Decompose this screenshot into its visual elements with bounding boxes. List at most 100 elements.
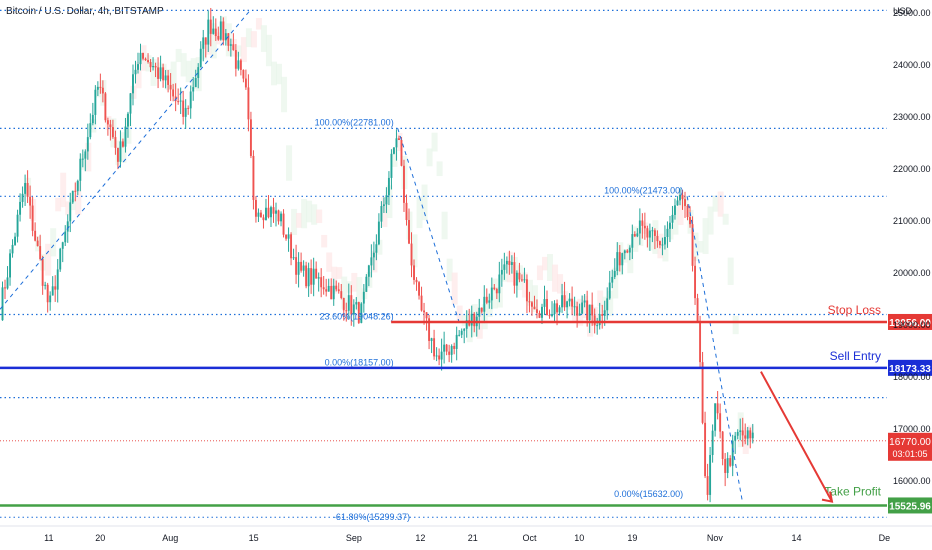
candle-body [132, 74, 134, 94]
candle-body [415, 279, 418, 283]
sell-arrow-head [821, 491, 834, 503]
candle-body [237, 60, 240, 69]
candle-body [11, 244, 14, 254]
candle-body [327, 285, 330, 292]
candle-body [14, 236, 17, 245]
candle-body [586, 300, 589, 321]
cloud-segment [175, 48, 182, 63]
cloud-segment [265, 34, 272, 67]
candle-body [262, 217, 265, 221]
x-tick-label: Nov [707, 533, 724, 543]
candle-body [528, 301, 531, 303]
cloud-segment [717, 191, 724, 217]
candle-body [199, 48, 202, 68]
cloud-segment [702, 218, 709, 254]
candle-body [741, 430, 744, 436]
cloud-segment [185, 60, 192, 83]
candle-body [94, 89, 97, 115]
candle-body [583, 300, 586, 303]
current-price-value: 16770.00 [889, 437, 931, 448]
candle-body [566, 301, 569, 308]
candle-body [295, 257, 298, 275]
candle-body [523, 279, 526, 281]
x-tick-label: 19 [627, 533, 637, 543]
candle-body [648, 230, 651, 238]
candle-body [6, 277, 9, 289]
candle-body [553, 303, 556, 315]
candle-body [473, 313, 476, 327]
candle-body [400, 139, 403, 166]
cloud-segment [90, 119, 97, 133]
y-tick-label: 23000.00 [893, 112, 931, 122]
cloud-segment [391, 148, 398, 167]
candle-body [488, 300, 491, 303]
candle-body [513, 262, 516, 286]
cloud-segment [336, 267, 343, 279]
cloud-segment [240, 37, 247, 63]
candle-body [460, 330, 463, 335]
candle-body [360, 303, 363, 323]
candle-body [234, 50, 237, 69]
cloud-segment [301, 198, 308, 229]
cloud-segment [306, 200, 313, 223]
y-tick-label: 17000.00 [893, 424, 931, 434]
cloud-segment [210, 23, 217, 59]
cloud-segment [446, 258, 453, 282]
candle-body [663, 237, 666, 245]
candle-body [608, 282, 611, 299]
candle-body [450, 346, 453, 355]
candle-body [674, 205, 676, 215]
candle-body [227, 33, 230, 46]
candle-body [129, 93, 132, 114]
candle-body [46, 284, 49, 303]
candle-body [696, 298, 699, 322]
cloud-segment [491, 278, 498, 309]
candle-body [603, 310, 606, 316]
candle-body [508, 260, 511, 265]
candle-body [558, 307, 561, 313]
candle-body [443, 344, 446, 352]
cloud-segment [255, 18, 262, 30]
candle-body [751, 432, 754, 439]
candle-body [694, 265, 697, 299]
candle-body [418, 282, 420, 296]
candle-body [578, 313, 581, 316]
countdown-timer: 03:01:05 [892, 449, 927, 459]
candle-body [438, 355, 441, 360]
candle-body [64, 231, 67, 243]
candle-body [420, 295, 423, 311]
candle-body [729, 458, 732, 466]
x-tick-label: 10 [574, 533, 584, 543]
candle-body [746, 430, 749, 439]
cloud-segment [707, 206, 714, 235]
candle-body [96, 86, 99, 90]
candle-body [711, 430, 714, 456]
candle-body [280, 213, 282, 222]
candle-body [689, 217, 691, 225]
cloud-segment [376, 239, 383, 255]
cloud-segment [692, 232, 699, 261]
candle-body [679, 194, 681, 201]
candle-body [260, 212, 262, 218]
candle-body [651, 230, 654, 232]
candle-body [362, 291, 365, 304]
candle-body [714, 403, 717, 431]
candle-body [739, 430, 742, 432]
candle-body [455, 334, 458, 349]
candle-body [330, 285, 333, 300]
candle-body [518, 272, 521, 280]
candle-body [413, 265, 415, 280]
candle-body [222, 21, 225, 41]
candle-body [74, 190, 77, 192]
cloud-segment [521, 272, 528, 298]
candle-body [681, 194, 684, 200]
trade-levels: Stop Loss 19056.00 Sell Entry 18173.33 Take … [0, 303, 932, 514]
candle-body [54, 286, 57, 290]
cloud-segment [70, 199, 77, 211]
candle-body [387, 177, 390, 196]
candle-body [505, 260, 508, 265]
candle-body [736, 431, 739, 436]
candle-body [320, 277, 323, 288]
candle-body [367, 265, 370, 277]
